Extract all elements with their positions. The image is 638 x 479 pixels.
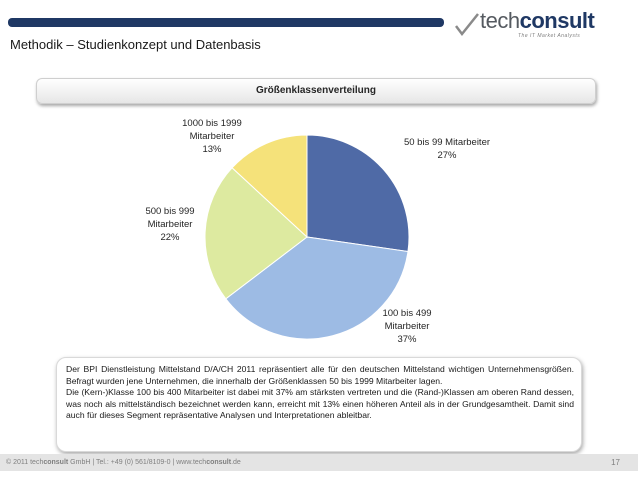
pie-slice	[306, 134, 410, 253]
page-number: 17	[611, 458, 620, 467]
header-bar	[8, 18, 444, 27]
description-paragraph-1: Der BPI Dienstleistung Mittelstand D/A/C…	[66, 364, 574, 386]
logo-text: techconsult	[480, 8, 595, 33]
chart-title-banner: Größenklassenverteilung	[36, 78, 596, 104]
page-title: Methodik – Studienkonzept und Datenbasis	[10, 37, 261, 52]
slice-label: 1000 bis 1999 Mitarbeiter 13%	[182, 118, 242, 155]
description-text: Der BPI Dienstleistung Mittelstand D/A/C…	[66, 364, 574, 422]
footer-bar: © 2011 techconsult GmbH | Tel.: +49 (0) …	[0, 454, 638, 471]
footer-text: © 2011 techconsult GmbH | Tel.: +49 (0) …	[6, 459, 241, 466]
slice-label: 500 bis 999 Mitarbeiter 22%	[145, 206, 194, 243]
checkmark-icon	[455, 13, 479, 37]
pie-slice	[204, 167, 308, 300]
logo-tagline: The IT Market Analysts	[518, 33, 581, 39]
description-paragraph-2: Die (Kern-)Klasse 100 bis 400 Mitarbeite…	[66, 387, 574, 421]
pie-slice	[231, 134, 308, 239]
slice-label: 100 bis 499 Mitarbeiter 37%	[382, 308, 431, 345]
pie-slice	[225, 236, 409, 340]
slice-label: 50 bis 99 Mitarbeiter 27%	[404, 137, 490, 161]
pie-chart: 50 bis 99 Mitarbeiter 27% 100 bis 499 Mitar…	[145, 118, 490, 345]
chart-title: Größenklassenverteilung	[255, 85, 377, 96]
description-box: Der BPI Dienstleistung Mittelstand D/A/C…	[56, 357, 582, 452]
techconsult-logo: techconsult The IT Market Analysts	[452, 6, 632, 46]
